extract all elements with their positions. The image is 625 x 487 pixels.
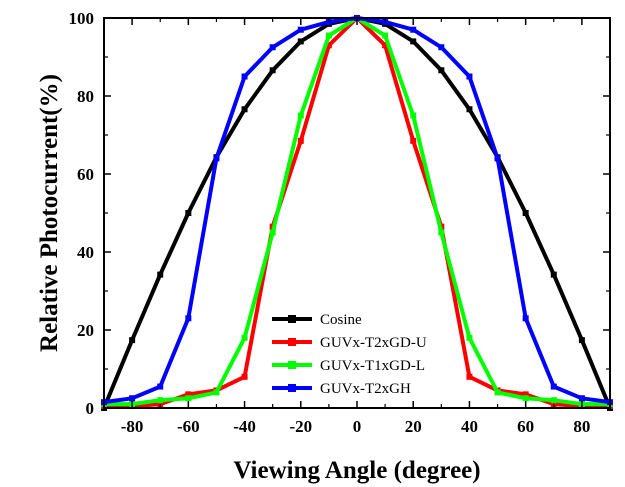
legend-swatch-marker: [288, 338, 296, 346]
data-point-3: [185, 315, 192, 322]
x-tick-label: 40: [461, 417, 478, 436]
data-point-3: [129, 395, 136, 402]
y-tick-label: 0: [86, 399, 95, 418]
data-point-2: [297, 112, 304, 119]
y-axis-title: Relative Photocurrent(%): [36, 74, 63, 352]
ticks-layer: -80 -60 -40 -20 0 20 40 60 80 0 20 40 60 80 100: [69, 9, 611, 436]
data-point-0: [129, 337, 136, 344]
data-point-0: [185, 210, 192, 216]
data-point-2: [494, 389, 501, 396]
data-point-0: [438, 67, 445, 74]
y-tick-label: 40: [77, 243, 94, 262]
data-point-3: [578, 395, 585, 402]
data-point-2: [269, 229, 276, 236]
legend-swatch-marker: [288, 361, 296, 369]
x-tick-label: -20: [289, 417, 312, 436]
x-tick-label: -60: [177, 417, 200, 436]
data-point-2: [241, 334, 248, 341]
data-point-1: [466, 373, 473, 380]
data-point-2: [382, 32, 389, 39]
y-tick-label: 80: [77, 87, 94, 106]
legend-label: GUVx-T2xGD-U: [320, 335, 427, 351]
legend-label: Cosine: [320, 312, 362, 328]
x-tick-label: 0: [353, 417, 362, 436]
data-point-3: [297, 26, 304, 33]
data-point-0: [410, 38, 417, 45]
data-point-3: [494, 155, 501, 162]
data-point-1: [241, 373, 248, 380]
data-point-1: [185, 391, 192, 398]
data-point-0: [269, 67, 276, 74]
data-point-3: [241, 73, 248, 80]
data-point-3: [438, 44, 445, 51]
data-point-2: [410, 112, 417, 119]
data-point-0: [157, 271, 164, 278]
data-point-3: [410, 26, 417, 33]
legend: Cosine GUVx-T2xGD-U GUVx-T1xGD-L GUVx-T2xGH: [272, 312, 427, 397]
x-tick-label: 60: [517, 417, 534, 436]
data-point-1: [522, 391, 529, 398]
data-point-3: [269, 44, 276, 51]
y-tick-label: 60: [77, 165, 94, 184]
data-point-0: [578, 337, 585, 344]
data-point-2: [213, 389, 220, 396]
data-point-1: [410, 137, 417, 144]
data-point-3: [550, 383, 557, 390]
data-point-3: [522, 315, 529, 322]
data-point-2: [466, 334, 473, 341]
data-point-2: [325, 32, 332, 39]
x-axis-title: Viewing Angle (degree): [233, 457, 480, 484]
data-point-0: [466, 106, 473, 113]
data-point-3: [157, 383, 164, 390]
data-point-0: [241, 106, 248, 113]
x-tick-label: 80: [573, 417, 590, 436]
data-point-1: [297, 137, 304, 144]
data-point-1: [325, 42, 332, 49]
data-point-1: [382, 42, 389, 49]
data-point-2: [438, 229, 445, 236]
y-tick-label: 20: [77, 321, 94, 340]
data-point-0: [550, 271, 557, 278]
x-tick-label: 20: [405, 417, 422, 436]
data-point-0: [297, 38, 304, 45]
y-tick-label: 100: [69, 9, 95, 28]
data-point-2: [157, 397, 164, 404]
data-point-3: [213, 155, 220, 162]
legend-label: GUVx-T1xGD-L: [320, 358, 425, 374]
data-point-3: [466, 73, 473, 80]
x-tick-label: -40: [233, 417, 256, 436]
data-point-2: [185, 395, 192, 402]
x-tick-label: -80: [121, 417, 144, 436]
legend-swatch-marker: [288, 384, 296, 392]
data-point-2: [550, 397, 557, 404]
data-point-0: [522, 210, 529, 216]
data-point-2: [522, 395, 529, 402]
legend-swatch-marker: [288, 315, 296, 323]
legend-label: GUVx-T2xGH: [320, 381, 411, 397]
